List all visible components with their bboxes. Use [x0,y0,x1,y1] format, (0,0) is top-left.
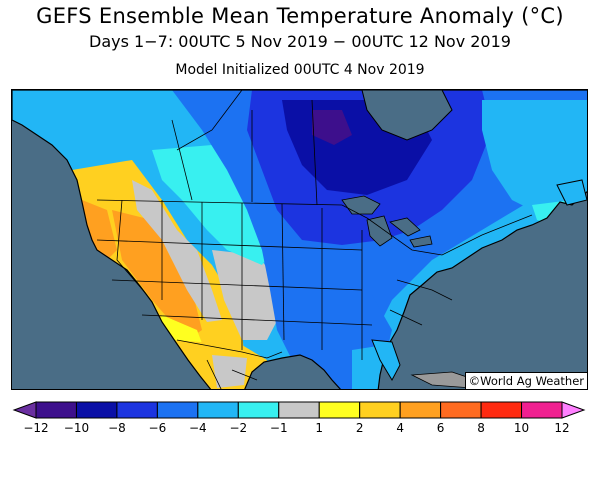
legend-bin [278,401,320,419]
hudson-bay [361,90,453,141]
legend-bin [480,401,523,419]
legend-tick-label: −6 [148,421,167,435]
legend-bin [156,401,199,419]
legend-tick-label: 2 [355,421,364,435]
legend-bin [237,401,280,419]
legend-tick-label: 8 [477,421,485,435]
legend-bin [116,401,158,419]
legend-tick-label: 6 [436,421,445,435]
florida [371,339,401,382]
legend-bin [12,401,37,419]
legend-tick-label: −8 [108,421,126,435]
legend-bin [75,401,118,419]
legend-tick-label: 1 [315,421,324,435]
map-period: Days 1−7: 00UTC 5 Nov 2019 − 00UTC 12 No… [89,32,511,51]
map-title: GEFS Ensemble Mean Temperature Anomaly (… [36,4,564,28]
copyright-credit: ©World Ag Weather [464,372,587,389]
legend-tick-label: −10 [63,421,90,435]
legend-tick-label: 10 [513,421,530,435]
legend-bin [197,401,239,419]
legend-tick-label: −1 [269,421,288,435]
legend-bin [440,401,482,419]
legend-bin [35,401,77,419]
legend-tick-label: 4 [396,421,404,435]
legend-bin [399,401,442,419]
legend-tick-label: −2 [229,421,248,435]
legend-bin [521,401,563,419]
legend-tick-label: −4 [188,421,207,435]
model-init-label: Model Initialized 00UTC 4 Nov 2019 [175,62,425,78]
color-legend [12,401,586,419]
newfoundland [556,179,587,206]
map-canvas [12,90,587,389]
anomaly-map: ©World Ag Weather [11,89,588,390]
legend-tick-label: 12 [554,421,570,435]
legend-bin [561,401,586,419]
legend-bin [359,401,401,419]
state-borders [96,90,533,389]
legend-bin [318,401,361,419]
legend-tick-label: −12 [23,421,49,435]
